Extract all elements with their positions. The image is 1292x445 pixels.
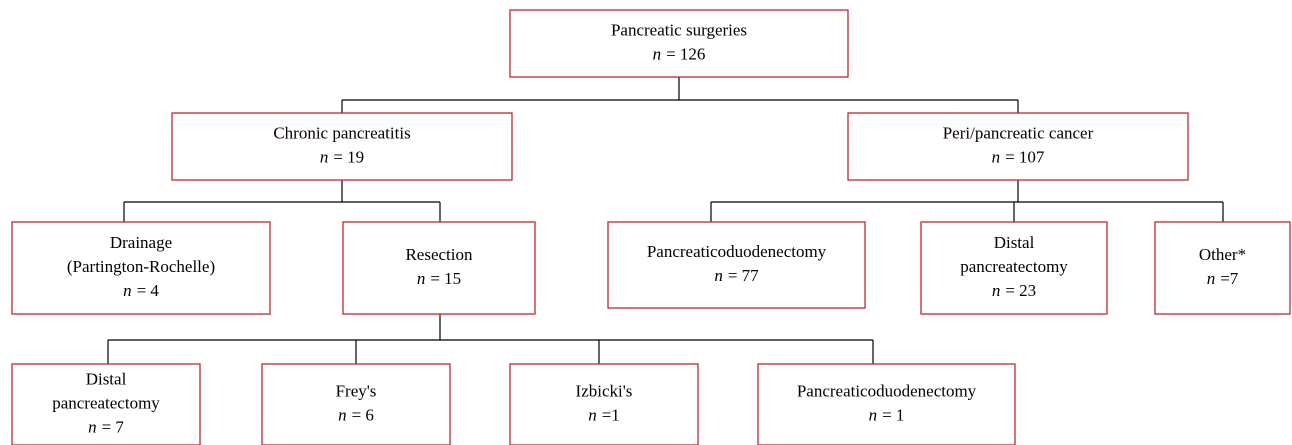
node-count: n = 107 [992,147,1045,166]
count-var: n [320,147,329,166]
box [171,112,513,181]
node-label: Pancreaticoduodenectomy [797,381,977,400]
count-var: n [338,405,347,424]
count-value: = 6 [352,405,374,424]
node-count: n = 4 [123,281,159,300]
box [11,363,201,445]
count-var: n [588,405,597,424]
box [920,221,1108,315]
node-count: n =1 [588,405,620,424]
node-count: n = 15 [417,269,461,288]
count-value: = 4 [137,281,160,300]
count-var: n [869,405,878,424]
count-var: n [123,281,132,300]
connector [107,314,874,364]
node-box: Izbicki's n =1 [509,363,699,445]
node-label: (Partington-Rochelle) [67,257,215,276]
node-box: Chronic pancreatitis n = 19 [171,112,513,181]
count-value: = 7 [102,417,125,436]
node-label: Distal [86,369,127,388]
box [847,112,1189,181]
node-label: Izbicki's [576,381,633,400]
box [509,9,849,78]
count-value: = 107 [1005,147,1045,166]
box [509,363,699,445]
node-box: Pancreatic surgeries n = 126 [509,9,849,78]
count-var: n [1207,269,1216,288]
count-var: n [714,266,723,285]
count-value: = 15 [430,269,461,288]
count-value: = 19 [333,147,364,166]
node-box: Distal pancreatectomy n = 7 [11,363,201,445]
node-box: Peri/pancreatic cancer n = 107 [847,112,1189,181]
node-count: n = 23 [992,281,1036,300]
count-var: n [992,281,1001,300]
count-var: n [992,147,1001,166]
box [607,221,866,309]
node-label: Distal [994,233,1035,252]
node-box: Frey's n = 6 [261,363,451,445]
node-label: Drainage [110,233,172,252]
count-var: n [653,44,662,63]
box [11,221,271,315]
node-label: Pancreaticoduodenectomy [647,242,827,261]
count-var: n [88,417,97,436]
box [342,221,536,315]
node-box: Resection n = 15 [342,221,536,315]
node-box: Pancreaticoduodenectomy n = 1 [757,363,1016,445]
connector [123,180,441,222]
count-value: = 126 [666,44,705,63]
node-label: Resection [405,245,473,264]
node-count: n =7 [1207,269,1239,288]
connector [710,180,1224,222]
node-box: Distal pancreatectomy n = 23 [920,221,1108,315]
node-count: n = 126 [653,44,706,63]
node-count: n = 77 [714,266,759,285]
count-value: = 1 [882,405,904,424]
node-label: Peri/pancreatic cancer [943,123,1094,142]
connector [341,77,1019,113]
node-label: pancreatectomy [52,393,160,412]
node-label: Frey's [336,381,377,400]
node-label: pancreatectomy [960,257,1068,276]
box [261,363,451,445]
box [757,363,1016,445]
connectors [107,77,1224,364]
node-box: Other* n =7 [1154,221,1291,315]
count-var: n [417,269,426,288]
node-box: Pancreaticoduodenectomy n = 77 [607,221,866,309]
node-count: n = 1 [869,405,905,424]
count-value: =7 [1220,269,1239,288]
box [1154,221,1291,315]
node-count: n = 6 [338,405,374,424]
count-value: = 23 [1005,281,1036,300]
count-value: =1 [602,405,620,424]
node-box: Drainage (Partington-Rochelle) n = 4 [11,221,271,315]
count-value: = 77 [728,266,759,285]
node-label: Chronic pancreatitis [273,123,410,142]
node-count: n = 19 [320,147,364,166]
node-label: Other* [1199,245,1246,264]
node-label: Pancreatic surgeries [611,20,747,39]
node-count: n = 7 [88,417,124,436]
